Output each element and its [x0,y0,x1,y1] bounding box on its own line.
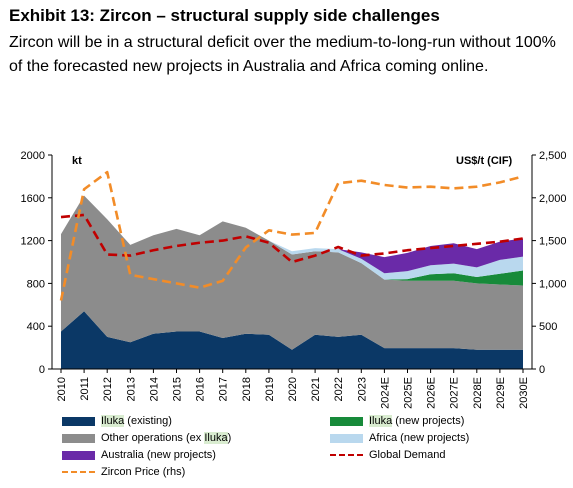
legend-label: Global Demand [369,449,446,461]
right-axis-tick-label: 500 [539,321,557,333]
area-iluka-existing [61,311,523,369]
x-axis-tick-label: 2016 [195,377,207,401]
x-axis-tick-label: 2027E [449,377,461,409]
x-axis-tick-label: 2026E [426,377,438,409]
legend-item-africa: Africa (new projects) [330,431,469,445]
line-zircon-price-rhs [59,170,524,301]
legend-item-zircon-price: Zircon Price (rhs) [62,465,185,479]
area-other-operations-ex-iluka [61,195,523,350]
legend-item-iluka-new: Iluka (new projects) [330,414,464,428]
legend-label-highlight: Iluka [204,432,228,444]
x-axis-tick-label: 2025E [403,377,415,409]
legend-label: Africa (new projects) [369,432,470,444]
legend-label: Zircon Price (rhs) [101,466,186,478]
chart-title: Exhibit 13: Zircon – structural supply s… [9,6,440,25]
legend-label-rest: (existing) [124,415,172,427]
x-axis-tick-label: 2022 [333,377,345,401]
legend-label: Other operations (ex Iluka) [101,432,231,444]
left-axis-tick-label: 400 [27,321,45,333]
right-axis-tick-label: 1,500 [539,236,567,248]
legend-item-australia: Australia (new projects) [62,448,216,462]
legend-swatch [62,450,95,460]
x-axis-tick-label: 2029E [495,377,507,409]
area-africa-new-projects [61,195,523,280]
legend-label-rest: (new projects) [392,415,465,427]
x-axis-tick-label: 2024E [379,377,391,409]
zircon-supply-chart: 0 400 800 1200 1600 2000 0 500 1,000 1,500 2,000 2,… [21,150,567,409]
legend-swatch [62,416,95,426]
area-australia-new-projects [61,195,523,274]
x-axis-tick-label: 2019 [264,377,276,401]
left-axis-tick-label: 1600 [21,193,45,205]
left-axis-tick-label: 2000 [21,150,45,162]
right-axis-tick-label: 2,500 [539,150,567,162]
left-axis-tick-label: 800 [27,278,45,290]
left-axis-tick-label: 1200 [21,236,45,248]
right-axis-unit-label: US$/t (CIF) [456,155,513,167]
chart-subtitle: Zircon will be in a structural deficit o… [9,34,556,75]
right-axis-tick-label: 1,000 [539,278,567,290]
x-axis-tick-label: 2030E [518,377,530,409]
legend-swatch [62,433,95,443]
chart-legend: Iluka (existing) Iluka (new projects) Ot… [62,414,562,484]
x-axis-tick-label: 2021 [310,377,322,401]
legend-label-highlight: Iluka [101,415,125,427]
legend-label: Australia (new projects) [101,449,216,461]
legend-swatch [330,416,363,426]
x-axis-tick-label: 2020 [287,377,299,401]
legend-item-global-demand: Global Demand [330,448,445,462]
legend-swatch [330,433,363,443]
x-axis-tick-label: 2012 [102,377,114,401]
right-axis-tick-label: 2,000 [539,193,567,205]
legend-label-rest: Other operations (ex [101,432,205,444]
x-axis-tick-label: 2018 [241,377,253,401]
left-axis-unit-label: kt [72,155,82,167]
x-axis-tick-label: 2010 [56,377,68,401]
x-axis-tick-label: 2014 [148,377,160,401]
x-axis-tick-label: 2017 [218,377,230,401]
legend-label-rest: ) [227,432,232,444]
x-axis-tick-label: 2015 [172,377,184,401]
legend-label-highlight: Iluka [369,415,393,427]
legend-line [330,454,363,456]
x-axis-tick-label: 2013 [125,377,137,401]
x-axis-tick-label: 2023 [356,377,368,401]
x-axis-tick-label: 2028E [472,377,484,409]
line-global-demand [60,213,524,264]
legend-label: Iluka (new projects) [369,415,464,427]
right-axis-tick-label: 0 [539,364,545,376]
left-axis-tick-label: 0 [39,364,45,376]
legend-item-iluka-existing: Iluka (existing) [62,414,172,428]
legend-item-other-operations: Other operations (ex Iluka) [62,431,231,445]
legend-line [62,471,95,473]
x-axis-tick-label: 2011 [79,377,91,401]
legend-label: Iluka (existing) [101,415,172,427]
